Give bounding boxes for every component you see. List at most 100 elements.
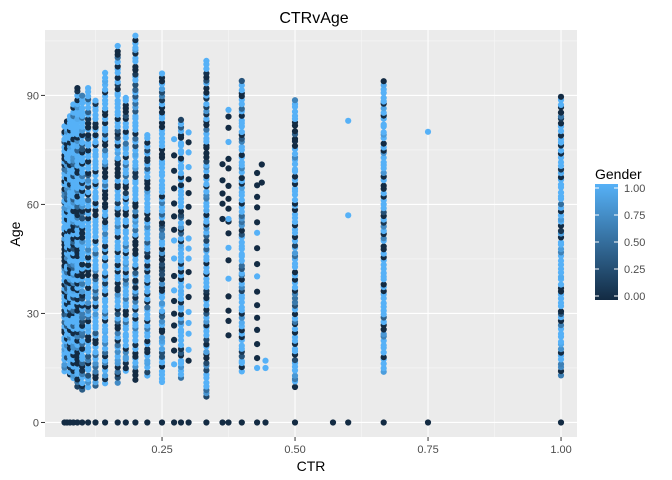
data-point <box>122 288 129 295</box>
data-point <box>380 342 387 349</box>
data-point <box>158 169 166 176</box>
data-point <box>74 143 81 150</box>
data-point <box>203 70 210 77</box>
data-point <box>92 200 99 207</box>
legend-label: 0.50 <box>624 237 645 249</box>
data-point <box>144 262 151 269</box>
data-point <box>122 254 129 261</box>
data-point <box>92 177 99 184</box>
data-point <box>291 185 299 192</box>
data-point <box>238 227 245 234</box>
data-point <box>171 136 178 143</box>
data-point <box>557 273 565 281</box>
data-point <box>380 419 387 426</box>
data-point <box>177 147 185 154</box>
data-point <box>177 208 185 215</box>
scatter-points <box>61 32 565 426</box>
data-point <box>177 337 185 344</box>
data-point <box>92 360 99 367</box>
data-point <box>380 105 387 112</box>
data-point <box>74 219 81 226</box>
data-point <box>74 193 81 200</box>
data-point <box>74 231 81 238</box>
data-point <box>203 85 210 92</box>
data-point <box>85 85 92 92</box>
x-tick-label: 0.25 <box>151 444 172 456</box>
data-point <box>177 182 185 189</box>
data-point <box>177 155 185 162</box>
data-point <box>144 132 151 139</box>
data-point <box>79 353 86 360</box>
data-point <box>380 182 387 189</box>
data-point <box>203 65 210 72</box>
data-point <box>380 235 387 242</box>
data-point <box>557 181 565 188</box>
data-point <box>79 272 86 280</box>
data-point <box>122 235 129 242</box>
data-point <box>102 262 109 269</box>
data-point <box>185 139 192 146</box>
legend-label: 0.25 <box>624 264 645 276</box>
data-point <box>203 57 210 64</box>
data-point <box>238 353 245 360</box>
data-point <box>329 419 337 426</box>
data-point <box>132 196 139 203</box>
data-point <box>238 87 245 94</box>
data-point <box>203 173 210 180</box>
data-point <box>85 177 92 184</box>
data-point <box>74 177 81 184</box>
data-point <box>132 231 139 238</box>
data-point <box>92 132 99 139</box>
data-point <box>177 326 185 333</box>
data-point <box>85 419 92 426</box>
data-point <box>380 169 387 176</box>
data-point <box>102 219 109 226</box>
data-point <box>557 419 565 426</box>
data-point <box>203 302 210 309</box>
data-point <box>132 419 139 426</box>
data-point <box>92 158 99 165</box>
data-point <box>291 97 299 104</box>
data-point <box>203 200 210 207</box>
data-point <box>238 189 245 196</box>
data-point <box>219 419 226 426</box>
data-point <box>171 213 178 220</box>
data-point <box>203 89 210 96</box>
data-point <box>114 368 121 375</box>
data-point <box>102 230 109 237</box>
data-point <box>114 342 121 349</box>
y-axis-ticks: 0 30 60 90 <box>27 90 45 429</box>
data-point <box>380 360 387 367</box>
data-point <box>291 135 299 143</box>
data-point <box>85 318 92 325</box>
data-point <box>203 367 210 374</box>
data-point <box>144 322 151 329</box>
data-point <box>114 74 121 81</box>
data-point <box>254 302 261 309</box>
data-point <box>171 152 178 159</box>
data-point <box>102 69 109 76</box>
data-point <box>254 341 261 348</box>
data-point <box>132 311 139 318</box>
data-point <box>177 224 185 231</box>
data-point <box>79 131 86 139</box>
data-point <box>203 336 210 343</box>
data-point <box>203 253 210 260</box>
data-point <box>132 44 139 52</box>
data-point <box>132 303 139 310</box>
data-point <box>171 361 178 368</box>
data-point <box>171 237 178 244</box>
data-point <box>132 227 139 234</box>
data-point <box>557 281 565 288</box>
gender-legend: Gender 1.00 0.75 0.50 0.25 0.00 <box>595 166 645 303</box>
data-point <box>85 223 92 230</box>
data-point <box>177 419 185 426</box>
data-point <box>132 246 139 253</box>
data-point <box>122 159 129 166</box>
data-point <box>345 419 352 426</box>
data-point <box>203 158 210 165</box>
data-point <box>114 215 121 223</box>
data-point <box>238 143 245 151</box>
data-point <box>225 205 232 212</box>
data-point <box>158 326 166 333</box>
